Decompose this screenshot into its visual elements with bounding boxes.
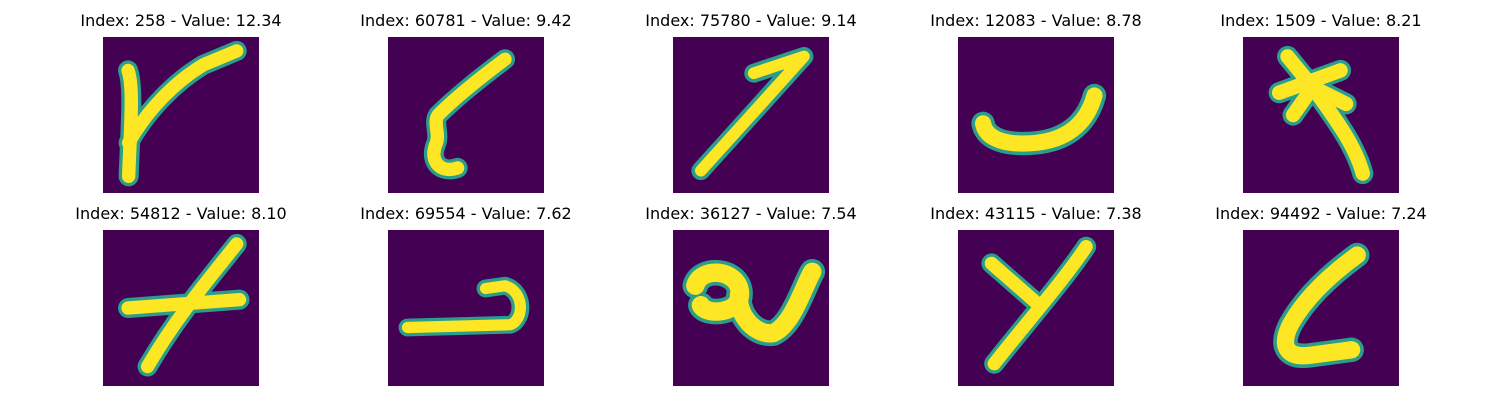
panel-title: Index: 258 - Value: 12.34 — [80, 11, 282, 30]
image-panel: Index: 75780 - Value: 9.14 — [621, 10, 881, 200]
handwritten-glyph-image — [1243, 37, 1399, 193]
image-panel: Index: 60781 - Value: 9.42 — [336, 10, 596, 200]
handwritten-glyph-image — [103, 37, 259, 193]
image-panel: Index: 258 - Value: 12.34 — [51, 10, 311, 200]
handwritten-glyph-image — [673, 37, 829, 193]
panel-title: Index: 75780 - Value: 9.14 — [645, 11, 857, 30]
panel-title: Index: 69554 - Value: 7.62 — [360, 204, 572, 223]
image-panel: Index: 54812 - Value: 8.10 — [51, 203, 311, 393]
panel-title: Index: 43115 - Value: 7.38 — [930, 204, 1142, 223]
handwritten-glyph-image — [958, 37, 1114, 193]
panel-title: Index: 1509 - Value: 8.21 — [1220, 11, 1422, 30]
panel-title: Index: 12083 - Value: 8.78 — [930, 11, 1142, 30]
image-panel: Index: 94492 - Value: 7.24 — [1191, 203, 1451, 393]
handwritten-glyph-image — [673, 230, 829, 386]
handwritten-glyph-image — [1243, 230, 1399, 386]
panel-title: Index: 94492 - Value: 7.24 — [1215, 204, 1427, 223]
handwritten-glyph-image — [388, 230, 544, 386]
handwritten-glyph-image — [958, 230, 1114, 386]
image-panel: Index: 12083 - Value: 8.78 — [906, 10, 1166, 200]
panel-title: Index: 36127 - Value: 7.54 — [645, 204, 857, 223]
image-panel: Index: 43115 - Value: 7.38 — [906, 203, 1166, 393]
image-panel: Index: 69554 - Value: 7.62 — [336, 203, 596, 393]
panel-title: Index: 60781 - Value: 9.42 — [360, 11, 572, 30]
image-panel: Index: 1509 - Value: 8.21 — [1191, 10, 1451, 200]
image-panel: Index: 36127 - Value: 7.54 — [621, 203, 881, 393]
panel-title: Index: 54812 - Value: 8.10 — [75, 204, 287, 223]
handwritten-glyph-image — [103, 230, 259, 386]
handwritten-glyph-image — [388, 37, 544, 193]
